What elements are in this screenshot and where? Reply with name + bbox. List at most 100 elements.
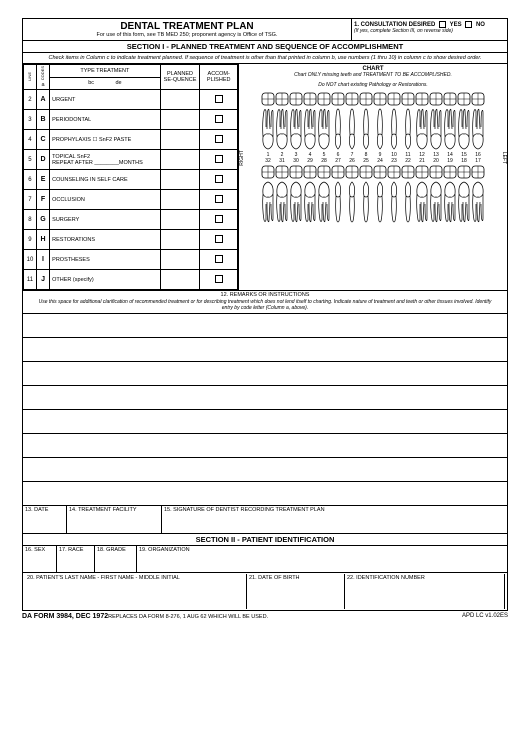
chart-sub2: Do NOT chart existing Pathology or Resto… [241,82,505,88]
blank-row[interactable] [23,457,507,481]
checkbox-icon[interactable] [215,195,223,203]
code: B [36,110,49,130]
id-row-2: 20. PATIENT'S LAST NAME - FIRST NAME - M… [23,572,507,610]
idnum-cell[interactable]: 22. IDENTIFICATION NUMBER [345,574,505,609]
no-checkbox[interactable] [465,21,472,28]
tooth-icon [457,107,471,151]
signature-cell[interactable]: 15. SIGNATURE OF DENTIST RECORDING TREAT… [162,506,507,533]
line-num: 8 [24,210,37,230]
seq-cell[interactable] [160,190,200,210]
blank-row[interactable] [23,313,507,337]
acc-cell[interactable] [200,230,238,250]
acc-cell[interactable] [200,150,238,170]
chart-sub1: Chart ONLY missing teeth and TREATMENT T… [241,72,505,78]
tooth-icon [261,107,275,151]
tooth-number: 31 [275,158,289,164]
acc-cell[interactable] [200,110,238,130]
tooth-icon [275,107,289,151]
checkbox-icon[interactable] [215,235,223,243]
tooth-icon [443,180,457,224]
seq-cell[interactable] [160,110,200,130]
sex-cell[interactable]: 16. SEX [23,546,57,572]
seq-cell[interactable] [160,230,200,250]
code: I [36,250,49,270]
yes-checkbox[interactable] [439,21,446,28]
acc-cell[interactable] [200,170,238,190]
tooth-number: 23 [387,158,401,164]
seq-cell[interactable] [160,90,200,110]
page: DENTAL TREATMENT PLAN For use of this fo… [0,0,530,749]
tooth-icon [289,180,303,224]
header: DENTAL TREATMENT PLAN For use of this fo… [23,19,507,41]
occlusal-icon [429,165,443,179]
race-cell[interactable]: 17. RACE [57,546,95,572]
acc-cell[interactable] [200,250,238,270]
dob-cell[interactable]: 21. DATE OF BIRTH [247,574,345,609]
facility-cell[interactable]: 14. TREATMENT FACILITY [67,506,162,533]
tooth-icon [373,107,387,151]
tooth-number: 20 [429,158,443,164]
tooth-number: 22 [401,158,415,164]
tooth-icon [359,180,373,224]
name-cell[interactable]: 20. PATIENT'S LAST NAME - FIRST NAME - M… [25,574,247,609]
blank-row[interactable] [23,361,507,385]
remarks-note: Use this space for additional clarificat… [23,299,507,313]
treatment-type: OTHER (specify) [50,270,160,290]
treatment-table-wrap: LINE CODESa TYPE TREATMENT PLANNED SE-QU… [23,64,238,290]
treatment-type: SURGERY [50,210,160,230]
occlusal-icon [387,92,401,106]
tooth-number: 28 [317,158,331,164]
checkbox-icon[interactable] [215,95,223,103]
checkbox-icon[interactable] [215,115,223,123]
signature-row: 13. DATE 14. TREATMENT FACILITY 15. SIGN… [23,505,507,533]
checkbox-icon[interactable] [215,275,223,283]
grade-cell[interactable]: 18. GRADE [95,546,137,572]
seq-cell[interactable] [160,150,200,170]
tooth-icon [345,180,359,224]
acc-cell[interactable] [200,190,238,210]
tooth-icon [471,107,485,151]
acc-cell[interactable] [200,210,238,230]
tooth-icon [359,107,373,151]
treatment-type: PROPHYLAXIS ☐ SnF2 PASTE [50,130,160,150]
footer: DA FORM 3984, DEC 1972REPLACES DA FORM 8… [22,611,508,620]
code: C [36,130,49,150]
checkbox-icon[interactable] [215,255,223,263]
checkbox-icon[interactable] [215,155,223,163]
blank-row[interactable] [23,385,507,409]
checkbox-icon[interactable] [215,135,223,143]
checkbox-icon[interactable] [215,175,223,183]
blank-row[interactable] [23,337,507,361]
table-row: 8 G SURGERY [24,210,238,230]
remarks-header: 12. REMARKS OR INSTRUCTIONS [23,290,507,299]
tooth-icon [275,180,289,224]
occlusal-icon [345,165,359,179]
seq-cell[interactable] [160,210,200,230]
blank-row[interactable] [23,481,507,505]
col-type-sub: bc de [50,77,160,90]
right-label: RIGHT [239,150,245,166]
tooth-number: 26 [345,158,359,164]
date-cell[interactable]: 13. DATE [23,506,67,533]
seq-cell[interactable] [160,130,200,150]
tooth-icon [387,107,401,151]
consult-row: 1. CONSULTATION DESIRED YES NO [354,21,505,28]
lower-teeth-row [241,180,505,224]
seq-cell[interactable] [160,170,200,190]
tooth-number: 27 [331,158,345,164]
acc-cell[interactable] [200,90,238,110]
acc-cell[interactable] [200,130,238,150]
checkbox-icon[interactable] [215,215,223,223]
acc-cell[interactable] [200,270,238,290]
org-cell[interactable]: 19. ORGANIZATION [137,546,507,572]
line-num: 2 [24,90,37,110]
occlusal-icon [457,165,471,179]
treatment-type: OCCLUSION [50,190,160,210]
tooth-icon [317,180,331,224]
line-num: 3 [24,110,37,130]
form-border: DENTAL TREATMENT PLAN For use of this fo… [22,18,508,611]
seq-cell[interactable] [160,250,200,270]
blank-row[interactable] [23,433,507,457]
blank-row[interactable] [23,409,507,433]
seq-cell[interactable] [160,270,200,290]
